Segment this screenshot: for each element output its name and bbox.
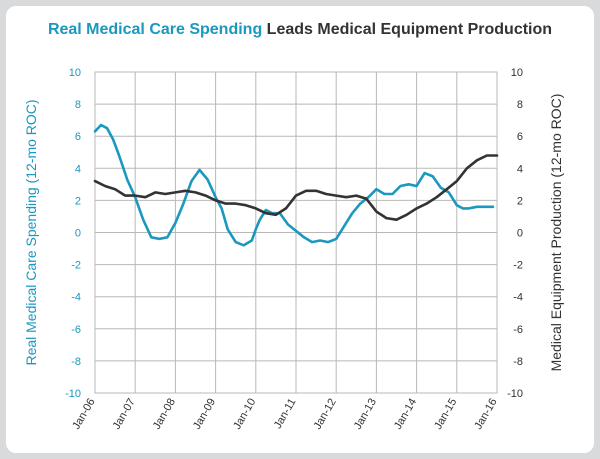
chart-title: Real Medical Care Spending Leads Medical… <box>0 21 600 39</box>
y-right-tick-label: 6 <box>517 131 523 143</box>
y-right-tick-label: 0 <box>517 228 523 240</box>
x-tick-label: Jan-08 <box>151 397 178 432</box>
x-tick-label: Jan-07 <box>111 397 138 432</box>
x-tick-label: Jan-06 <box>70 397 97 432</box>
y-left-tick-label: 10 <box>69 67 81 79</box>
y-right-tick-label: -6 <box>513 324 523 336</box>
x-tick-label: Jan-14 <box>392 397 419 432</box>
y-right-tick-label: 10 <box>511 67 523 79</box>
y-left-tick-label: -10 <box>65 388 81 400</box>
y-left-tick-label: 4 <box>75 163 81 175</box>
y-right-tick-label: -4 <box>513 292 523 304</box>
series-line-medical-care-spending <box>93 123 495 247</box>
title-part-production: Leads Medical Equipment Production <box>266 21 553 38</box>
y-left-tick-label: 2 <box>75 195 81 207</box>
y-left-tick-label: 6 <box>75 131 81 143</box>
x-tick-label: Jan-10 <box>231 397 258 432</box>
series-line-medical-equipment-production <box>93 154 499 221</box>
x-tick-label: Jan-11 <box>272 397 299 431</box>
y-right-axis-title: Medical Equipment Production (12-mo ROC) <box>548 94 564 372</box>
y-left-tick-label: 8 <box>75 99 81 111</box>
y-left-tick-label: -8 <box>71 356 81 368</box>
y-right-tick-label: -10 <box>507 388 523 400</box>
y-left-tick-label: -6 <box>71 324 81 336</box>
y-left-tick-label: -2 <box>71 260 81 272</box>
x-tick-label: Jan-15 <box>432 397 459 432</box>
y-left-tick-label: -4 <box>71 292 81 304</box>
x-tick-label: Jan-16 <box>472 397 499 432</box>
chart-panel <box>6 6 594 453</box>
y-right-tick-label: 8 <box>517 99 523 111</box>
x-tick-label: Jan-09 <box>191 397 218 432</box>
y-left-tick-label: 0 <box>75 228 81 240</box>
y-left-axis-title: Real Medical Care Spending (12-mo ROC) <box>23 99 39 365</box>
y-right-tick-label: -8 <box>513 356 523 368</box>
x-tick-label: Jan-13 <box>352 397 379 432</box>
y-right-tick-label: 2 <box>517 195 523 207</box>
title-part-spending: Real Medical Care Spending <box>47 21 263 38</box>
x-tick-label: Jan-12 <box>312 397 339 432</box>
y-right-tick-label: -2 <box>513 260 523 272</box>
y-right-tick-label: 4 <box>517 163 523 175</box>
